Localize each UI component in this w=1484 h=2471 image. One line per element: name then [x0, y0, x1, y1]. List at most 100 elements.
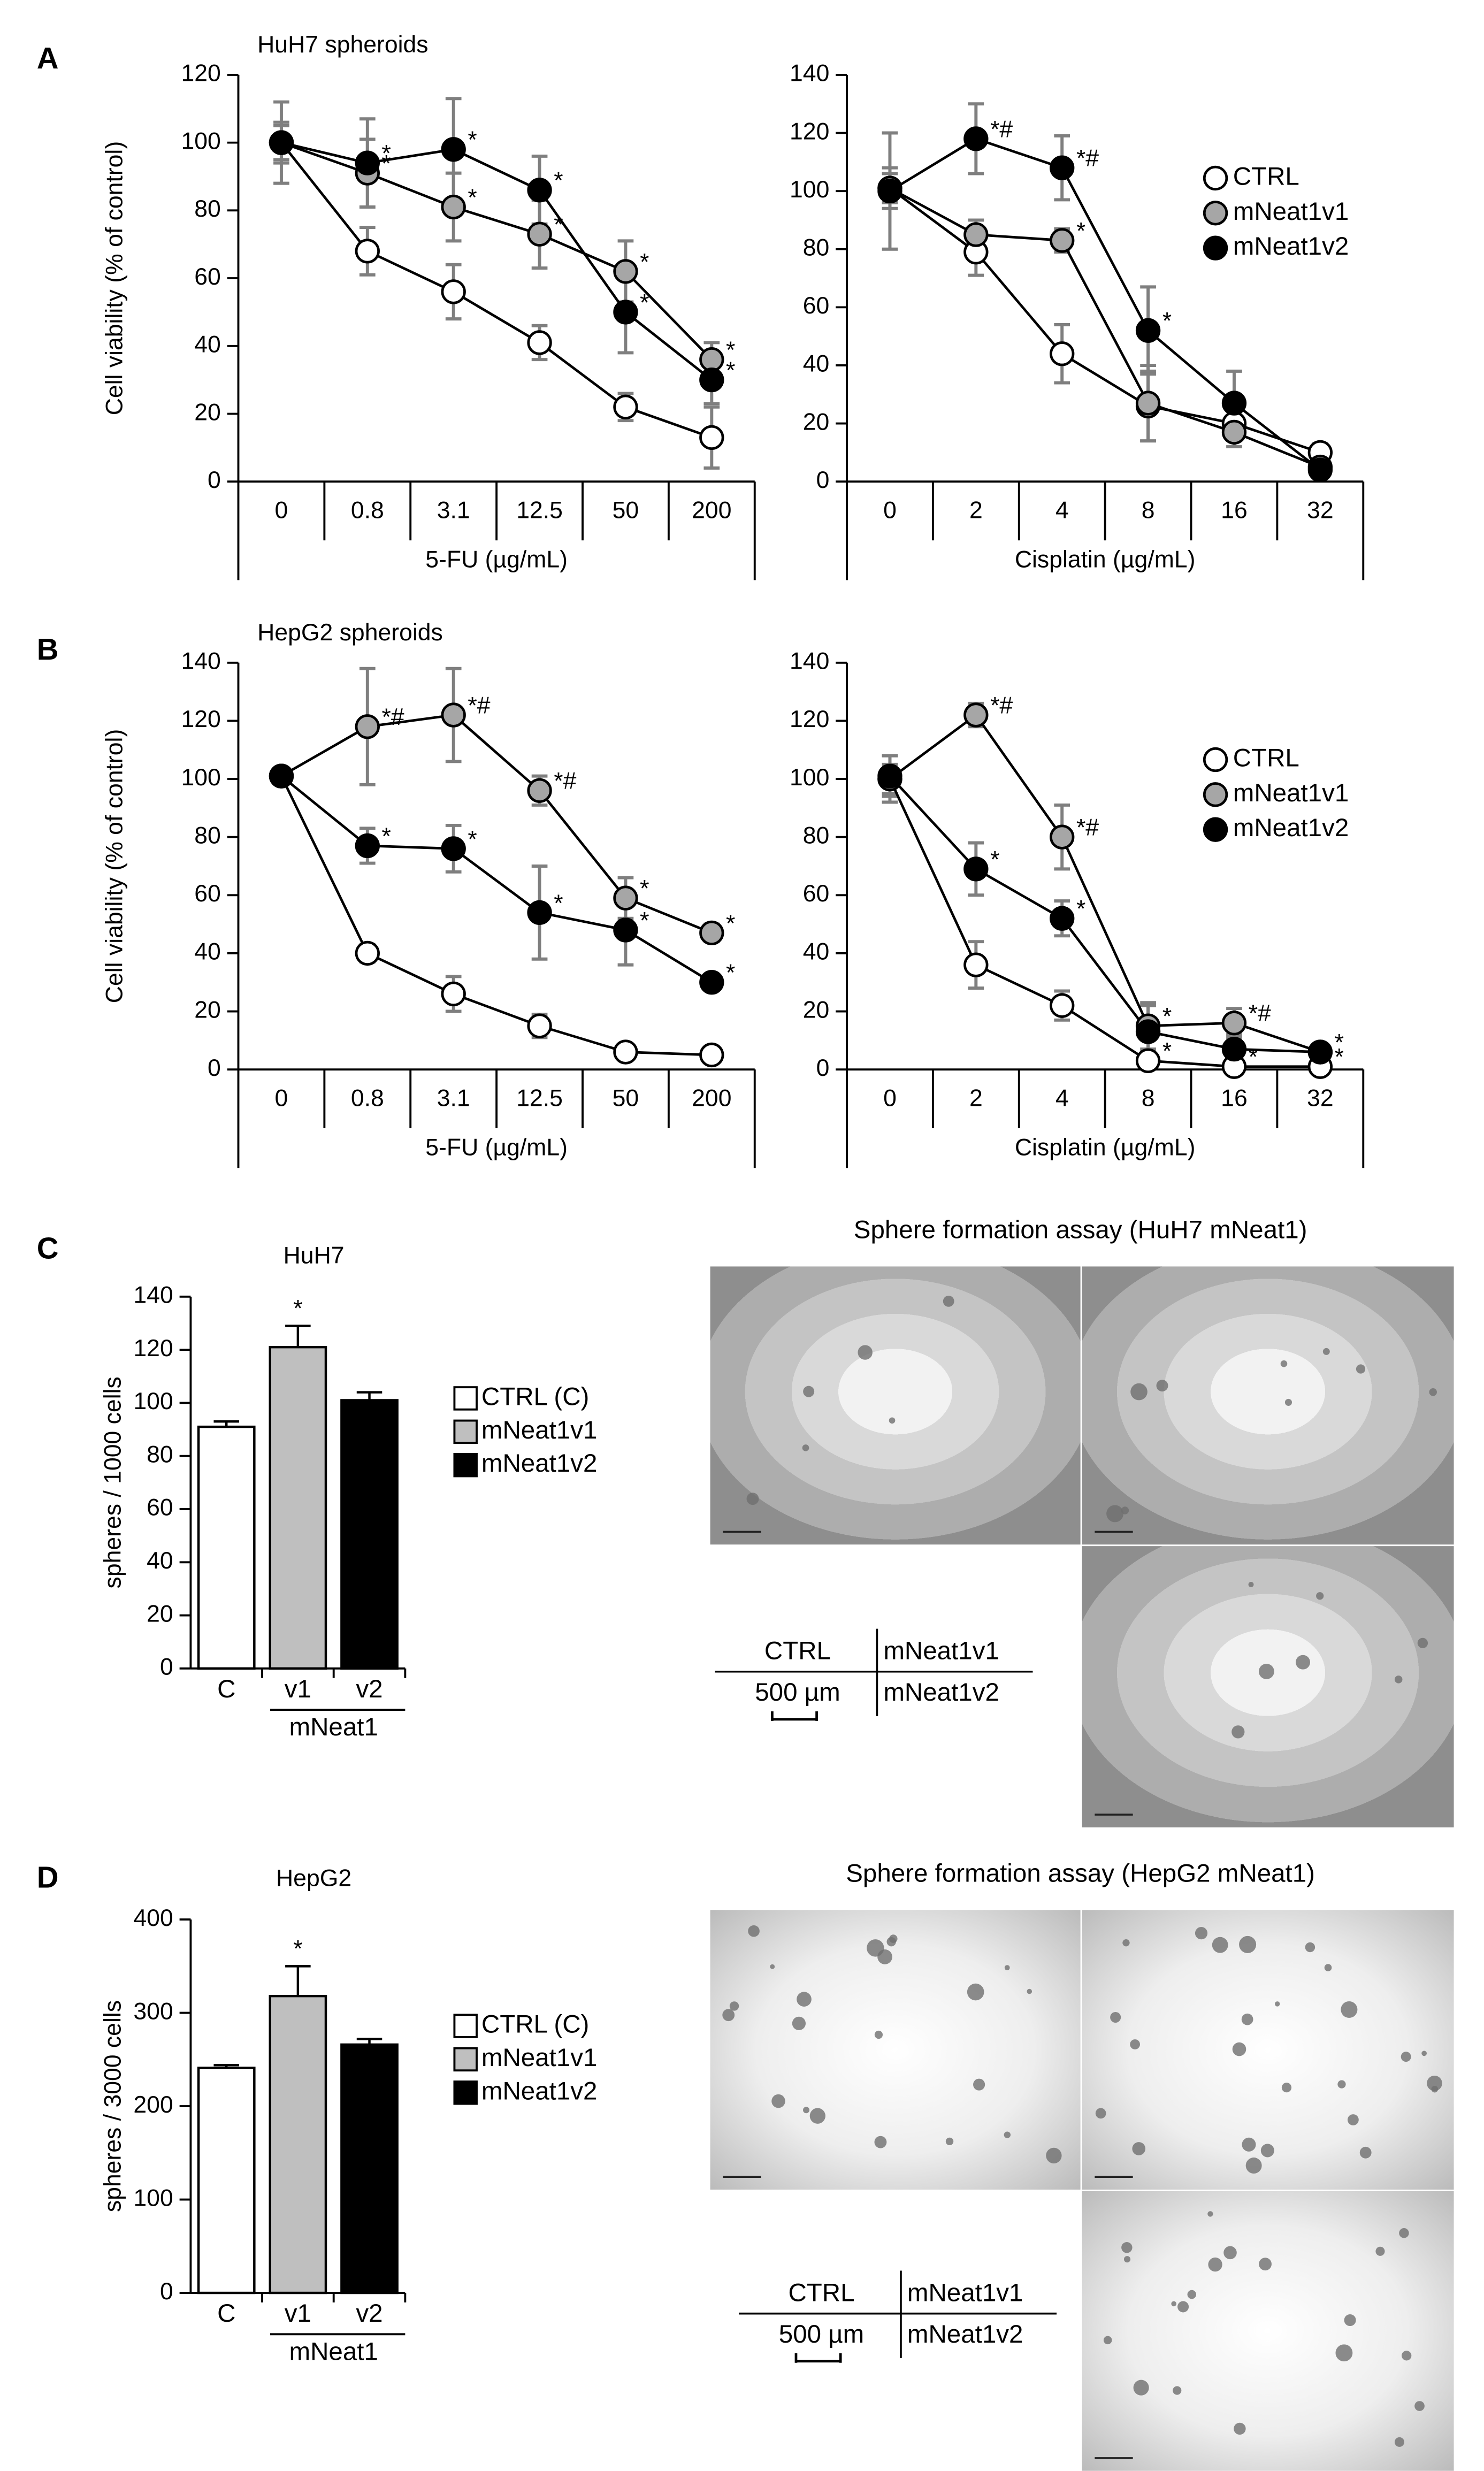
y-tick-label: 40	[194, 332, 221, 358]
sphere-blob	[1347, 2114, 1359, 2125]
data-point	[441, 137, 466, 162]
legend-swatch	[453, 1386, 478, 1411]
data-point	[527, 178, 552, 203]
sphere-blob	[1356, 1364, 1366, 1374]
sphere-blob	[1359, 2146, 1372, 2159]
significance-label: *	[293, 1936, 302, 1962]
sphere-blob	[1402, 2351, 1412, 2361]
data-point	[269, 130, 294, 155]
x-axis-label: Cisplatin (µg/mL)	[1015, 546, 1196, 572]
data-point	[527, 900, 552, 925]
data-point	[963, 222, 989, 247]
significance-label: *#	[554, 768, 576, 794]
y-tick-label: 140	[181, 648, 221, 675]
legend-marker	[1203, 201, 1228, 226]
significance-label: *#	[990, 116, 1013, 142]
sphere-blob	[1133, 2380, 1149, 2396]
error-bar	[285, 1325, 311, 1348]
data-point	[355, 150, 380, 175]
sphere-blob	[1234, 2422, 1246, 2435]
y-tick-label: 140	[790, 648, 829, 675]
significance-label: *	[468, 127, 477, 153]
sphere-blob	[809, 2108, 825, 2124]
data-point	[1050, 228, 1075, 253]
sphere-blob	[746, 1493, 759, 1505]
data-point	[699, 367, 724, 393]
significance-label: *	[640, 907, 649, 934]
micrograph	[710, 1910, 1081, 2190]
sphere-blob	[1258, 1664, 1274, 1679]
y-tick-label: 100	[790, 764, 829, 791]
significance-label: *#	[990, 692, 1013, 718]
key-label: CTRL	[788, 2279, 854, 2307]
key-label: mNeat1v2	[883, 1678, 999, 1707]
data-point	[355, 714, 380, 739]
legend-marker	[1203, 817, 1228, 842]
significance-label: *	[554, 890, 563, 916]
sphere-blob	[1429, 1388, 1437, 1396]
y-tick-label: 120	[181, 706, 221, 732]
sphere-blob	[1212, 1937, 1228, 1953]
sphere-blob	[1335, 2344, 1353, 2362]
micrograph	[1082, 1266, 1454, 1545]
sphere-blob	[802, 1444, 809, 1451]
sphere-blob	[874, 2136, 887, 2148]
y-tick-label: 60	[194, 881, 221, 907]
sphere-blob	[1324, 1964, 1332, 1971]
significance-label: *	[726, 337, 735, 363]
data-point	[527, 330, 552, 355]
legend-label: mNeat1v1	[481, 2044, 598, 2072]
sphere-blob	[1239, 1936, 1257, 1953]
x-tick-label: 2	[969, 497, 983, 523]
significance-label: *	[382, 151, 391, 177]
series-line	[889, 187, 1321, 454]
legend-label: CTRL (C)	[481, 1382, 589, 1411]
key-label: mNeat1v1	[883, 1637, 999, 1665]
chart-title: HepG2	[276, 1865, 351, 1892]
sphere-blob	[1274, 2001, 1280, 2007]
series-line	[889, 187, 1321, 469]
y-tick-label: 40	[803, 939, 830, 965]
data-point	[1050, 824, 1075, 850]
sphere-blob	[1284, 1398, 1292, 1406]
data-point	[613, 259, 638, 284]
series-line	[281, 141, 713, 361]
y-tick-label: 120	[790, 118, 829, 144]
y-tick-label: 100	[181, 128, 221, 154]
micrograph	[710, 1266, 1081, 1545]
y-tick-label: 100	[790, 177, 829, 203]
data-point	[441, 836, 466, 861]
legend-marker	[1203, 165, 1228, 191]
data-point	[1221, 1011, 1247, 1036]
sphere-blob	[1260, 2144, 1274, 2158]
x-tick-label: 50	[613, 1085, 639, 1111]
bar	[340, 1399, 399, 1670]
legend-swatch	[453, 1419, 478, 1444]
data-point	[1135, 1048, 1161, 1074]
legend-label: CTRL	[1233, 744, 1299, 772]
y-tick-label: 60	[194, 264, 221, 290]
legend-swatch	[453, 2080, 478, 2105]
sphere-blob	[1122, 1939, 1130, 1947]
series-line	[889, 775, 1320, 1053]
y-tick-label: 400	[133, 1905, 173, 1931]
y-axis-label: Cell viability (% of control)	[102, 729, 128, 1003]
chart-title: HuH7 spheroids	[257, 32, 428, 58]
bar	[269, 1345, 327, 1670]
x-axis-label: 5-FU (µg/mL)	[425, 1134, 568, 1160]
error-bar	[356, 1391, 383, 1401]
sphere-blob	[1095, 2108, 1106, 2119]
significance-label: *	[990, 846, 999, 873]
y-tick-label: 20	[803, 997, 830, 1023]
series-line	[281, 141, 713, 381]
significance-label: *	[293, 1296, 302, 1322]
x-tick-label: v1	[285, 1675, 311, 1703]
y-tick-label: 60	[803, 881, 830, 907]
sphere-blob	[1259, 2258, 1272, 2271]
y-tick-label: 80	[147, 1441, 173, 1467]
x-tick-label: 8	[1142, 1085, 1155, 1111]
x-axis-label: 5-FU (µg/mL)	[425, 546, 568, 572]
y-axis-label: spheres / 1000 cells	[100, 1376, 126, 1588]
data-point	[441, 279, 466, 304]
